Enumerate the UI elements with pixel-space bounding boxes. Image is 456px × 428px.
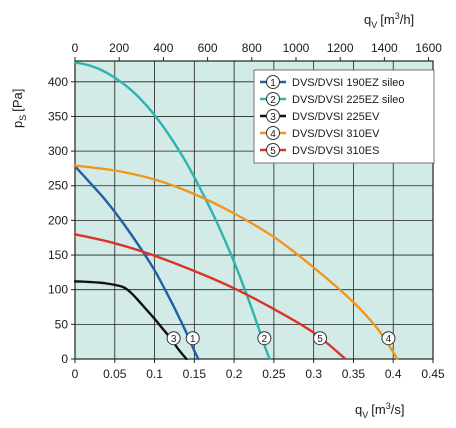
x2-label-unit-post: /h] [400, 12, 414, 27]
x2-tick-label: 1000 [283, 41, 310, 55]
x2-tick-label: 400 [153, 41, 173, 55]
curve-marker-3-label: 3 [171, 334, 177, 345]
legend-entry-2: DVS/DVSI 225EZ sileo [292, 94, 405, 106]
curve-marker-2-label: 2 [262, 334, 268, 345]
y-tick-label: 350 [48, 109, 68, 123]
y-tick-label: 150 [48, 248, 68, 262]
curve-marker-1 [185, 331, 200, 346]
y-tick-label: 250 [48, 179, 68, 193]
x-tick-label: 0.15 [183, 367, 207, 381]
legend-marker-5 [266, 143, 280, 157]
y-tick-label: 50 [55, 317, 69, 331]
curve-marker-4-label: 4 [386, 334, 392, 345]
axes: 0 0.05 0.1 0.15 0.2 0.25 0.3 0.35 0.4 0.450501001… [48, 41, 445, 381]
x2-tick-label: 1400 [371, 41, 398, 55]
x-tick-label: 0.2 [226, 367, 243, 381]
y-label-main: p [10, 121, 25, 128]
x-label-unit-sup: 3 [386, 401, 391, 411]
y-axis-label: pS [Pa] [10, 89, 28, 128]
x-tick-label: 0.45 [421, 367, 445, 381]
curve-marker-2 [257, 331, 272, 346]
curve-markers: 1 2 3 4 5 [166, 331, 396, 346]
x-tick-label: 0.05 [103, 367, 127, 381]
series-line-5 [73, 233, 347, 361]
y-tick-label: 400 [48, 75, 68, 89]
curve-marker-5-label: 5 [317, 334, 323, 345]
legend-marker-1 [266, 75, 280, 89]
plot-frame [74, 60, 434, 360]
x-label-unit-pre: [m [371, 402, 385, 417]
legend-marker-3 [266, 109, 280, 123]
legend-marker-1-label: 1 [270, 78, 276, 89]
x2-label-main: q [364, 12, 371, 27]
x2-tick-label: 200 [109, 41, 129, 55]
x-tick-label: 0.4 [385, 367, 402, 381]
x-tick-label: 0.25 [262, 367, 286, 381]
y-tick-label: 0 [61, 352, 68, 366]
x2-axis-label: qV [m3/h] [364, 11, 414, 30]
y-tick-label: 300 [48, 144, 68, 158]
series-line-2 [73, 61, 272, 361]
legend-marker-2 [266, 92, 280, 106]
x2-label-sub: V [371, 20, 377, 30]
y-tick-label: 100 [48, 283, 68, 297]
y-tick-label: 200 [48, 213, 68, 227]
x2-tick-label: 1200 [327, 41, 354, 55]
x2-tick-label: 0 [72, 41, 79, 55]
x2-tick-label: 800 [242, 41, 262, 55]
x-axis-label: qV [m3/s] [355, 401, 404, 420]
axis-labels: pS[Pa] qV [m3/s] qV [m3/h] [10, 11, 414, 420]
legend-marker-5-label: 5 [270, 146, 276, 157]
curve-marker-5 [313, 331, 328, 346]
curve-marker-3 [166, 331, 181, 346]
curve-marker-4 [381, 331, 396, 346]
x-tick-label: 0 [72, 367, 79, 381]
curve-marker-1-label: 1 [190, 334, 196, 345]
x2-label-unit-sup: 3 [395, 11, 400, 21]
legend-entry-4: DVS/DVSI 310EV [292, 128, 380, 140]
y-label-unit: [Pa] [10, 89, 25, 112]
legend-marker-3-label: 3 [270, 112, 276, 123]
x-tick-label: 0.1 [146, 367, 163, 381]
legend-marker-4 [266, 126, 280, 140]
legend-entry-5: DVS/DVSI 310ES [292, 145, 379, 157]
x-tick-label: 0.35 [342, 367, 366, 381]
legend-marker-4-label: 4 [270, 129, 276, 140]
x-label-sub: V [362, 410, 368, 420]
x-tick-label: 0.3 [305, 367, 322, 381]
legend-entry-3: DVS/DVSI 225EV [292, 111, 380, 123]
legend-entry-1: DVS/DVSI 190EZ sileo [292, 77, 405, 89]
x2-label-unit-pre: [m [380, 12, 394, 27]
y-label-sub: S [18, 115, 28, 121]
x2-tick-label: 600 [198, 41, 218, 55]
legend: 1 DVS/DVSI 190EZ sileo 2 DVS/DVSI 225EZ sil… [253, 69, 435, 164]
x2-tick-label: 1600 [415, 41, 442, 55]
x-label-unit-post: /s] [391, 402, 405, 417]
x-label-main: q [355, 402, 362, 417]
legend-marker-2-label: 2 [270, 95, 276, 106]
